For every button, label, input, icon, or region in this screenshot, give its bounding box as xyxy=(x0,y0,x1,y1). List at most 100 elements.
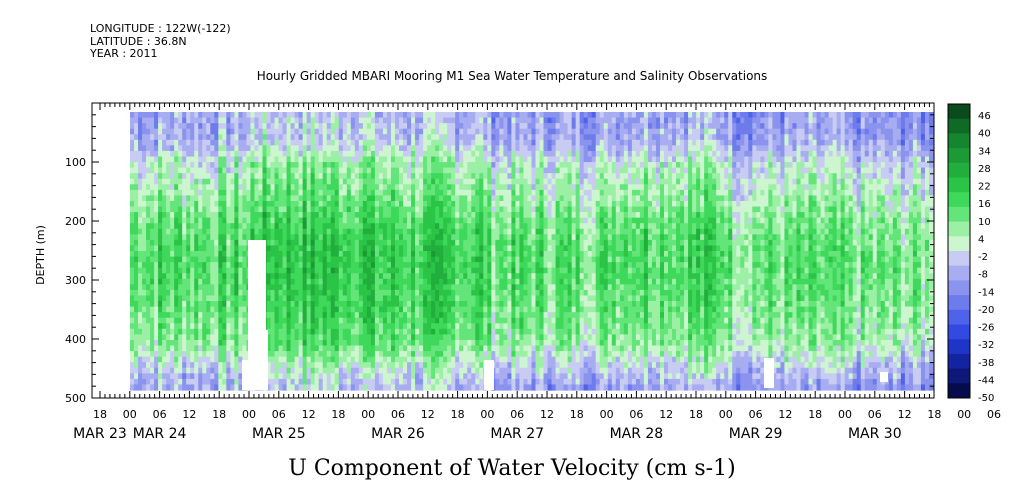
heatmap-cell xyxy=(439,373,444,380)
heatmap-cell xyxy=(142,345,147,352)
heatmap-cell xyxy=(298,384,304,391)
heatmap-cell xyxy=(358,178,364,185)
heatmap-cell xyxy=(262,117,268,124)
heatmap-cell xyxy=(178,367,183,374)
heatmap-cell xyxy=(178,223,183,230)
heatmap-cell xyxy=(318,345,324,352)
heatmap-cell xyxy=(354,223,360,230)
heatmap-cell xyxy=(142,123,147,130)
heatmap-cell xyxy=(146,156,151,163)
heatmap-cell xyxy=(274,256,280,263)
heatmap-cell xyxy=(350,162,356,169)
heatmap-cell xyxy=(366,195,372,202)
heatmap-cell xyxy=(290,378,296,386)
heatmap-cell xyxy=(487,317,492,324)
heatmap-cell xyxy=(270,206,276,213)
heatmap-cell xyxy=(386,173,392,180)
heatmap-cell xyxy=(411,189,416,196)
heatmap-cell xyxy=(354,378,360,386)
heatmap-cell xyxy=(210,189,215,196)
heatmap-cell xyxy=(290,345,296,352)
heatmap-cell xyxy=(435,373,440,380)
heatmap-cell xyxy=(439,150,444,158)
heatmap-cell xyxy=(318,284,324,291)
heatmap-cell xyxy=(150,362,155,369)
heatmap-cell xyxy=(254,156,260,163)
heatmap-cell xyxy=(479,234,484,241)
heatmap-cell xyxy=(174,378,179,386)
heatmap-cell xyxy=(451,301,456,308)
heatmap-cell xyxy=(162,195,167,202)
heatmap-cell xyxy=(503,178,508,185)
heatmap-cell xyxy=(198,295,203,302)
heatmap-cell xyxy=(479,278,484,285)
heatmap-cell xyxy=(146,284,151,291)
heatmap-cell xyxy=(495,178,500,185)
heatmap-cell xyxy=(515,334,521,341)
heatmap-cell xyxy=(278,256,284,263)
heatmap-cell xyxy=(382,378,388,386)
heatmap-cell xyxy=(150,189,155,196)
heatmap-cell xyxy=(334,373,340,380)
heatmap-cell xyxy=(302,123,308,130)
heatmap-cell xyxy=(142,145,147,152)
heatmap-cell xyxy=(455,112,460,119)
heatmap-cell xyxy=(479,167,484,174)
heatmap-cell xyxy=(399,306,404,313)
heatmap-cell xyxy=(266,145,272,152)
heatmap-cell xyxy=(158,251,163,258)
heatmap-cell xyxy=(443,167,448,174)
heatmap-cell xyxy=(230,345,235,352)
heatmap-cell xyxy=(338,339,344,347)
heatmap-cell xyxy=(527,212,533,219)
heatmap-cell xyxy=(447,167,452,174)
heatmap-cell xyxy=(439,123,444,130)
heatmap-cell xyxy=(202,339,207,347)
heatmap-cell xyxy=(230,178,235,185)
heatmap-cell xyxy=(138,339,143,347)
heatmap-cell xyxy=(130,134,135,141)
heatmap-cell xyxy=(274,128,280,135)
heatmap-cell xyxy=(503,200,508,208)
heatmap-cell xyxy=(459,356,464,363)
heatmap-cell xyxy=(190,134,195,141)
heatmap-cell xyxy=(146,328,151,335)
heatmap-cell xyxy=(238,162,244,169)
heatmap-cell xyxy=(419,206,424,213)
heatmap-cell xyxy=(491,345,496,352)
heatmap-cell xyxy=(218,317,223,324)
heatmap-cell xyxy=(238,184,244,191)
heatmap-cell xyxy=(455,223,460,230)
heatmap-cell xyxy=(274,262,280,269)
heatmap-cell xyxy=(390,251,396,258)
heatmap-cell xyxy=(158,167,163,174)
heatmap-cell xyxy=(394,306,400,313)
heatmap-cell xyxy=(439,328,444,335)
heatmap-cell xyxy=(198,223,203,230)
heatmap-cell xyxy=(266,112,272,119)
heatmap-cell xyxy=(394,117,400,124)
heatmap-cell xyxy=(475,123,480,130)
heatmap-cell xyxy=(158,245,163,252)
heatmap-cell xyxy=(214,356,219,363)
heatmap-cell xyxy=(439,134,444,141)
heatmap-cell xyxy=(358,323,364,330)
heatmap-cell xyxy=(483,356,488,363)
heatmap-cell xyxy=(471,178,476,185)
heatmap-cell xyxy=(286,212,292,219)
heatmap-cell xyxy=(447,134,452,141)
heatmap-cell xyxy=(479,156,484,163)
heatmap-cell xyxy=(130,306,135,313)
heatmap-cell xyxy=(431,273,436,280)
heatmap-cell xyxy=(370,339,376,347)
heatmap-cell xyxy=(407,323,412,330)
heatmap-cell xyxy=(342,267,348,274)
heatmap-cell xyxy=(366,328,372,335)
heatmap-cell xyxy=(330,289,336,297)
heatmap-cell xyxy=(415,378,420,386)
heatmap-cell xyxy=(378,139,384,146)
heatmap-cell xyxy=(282,239,288,247)
heatmap-cell xyxy=(282,245,288,252)
heatmap-cell xyxy=(162,256,167,263)
heatmap-cell xyxy=(278,189,284,196)
